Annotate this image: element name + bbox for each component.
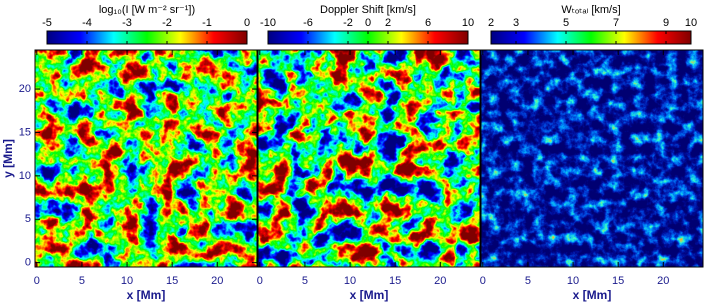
panel-frame xyxy=(34,49,258,268)
x-tick-label: 0 xyxy=(480,275,486,287)
x-tick-label: 10 xyxy=(121,275,133,287)
colorbar-tick-label: 0 xyxy=(365,17,371,29)
heatmap-image xyxy=(258,50,480,267)
x-axis-label: x [Mm] xyxy=(573,288,612,302)
colorbar-tick-label: 5 xyxy=(563,17,569,29)
colorbar-tick-label: -5 xyxy=(42,17,52,29)
x-tick-label: 20 xyxy=(657,275,669,287)
x-tick-label: 10 xyxy=(567,275,579,287)
x-tick-label: 15 xyxy=(166,275,178,287)
colorbar-tick-label: -2 xyxy=(162,17,172,29)
colorbar-tick-label: 3 xyxy=(513,17,519,29)
heatmap-image xyxy=(481,50,703,267)
colorbar-tick-label: -1 xyxy=(202,17,212,29)
colorbar-tick-label: 7 xyxy=(613,17,619,29)
colorbar-tick-label: -3 xyxy=(122,17,132,29)
colorbar xyxy=(490,30,692,45)
colorbar-label: Wₜₒₜₐₗ [km/s] xyxy=(561,4,620,16)
colorbar-tick-label: 9 xyxy=(663,17,669,29)
y-tick-label: 0 xyxy=(25,257,31,269)
y-tick-label: 20 xyxy=(19,83,31,95)
x-axis-label: x [Mm] xyxy=(350,288,389,302)
colorbar-tick-label: 10 xyxy=(462,17,474,29)
x-tick-label: 5 xyxy=(302,275,308,287)
colorbar-tick-label: -10 xyxy=(260,17,276,29)
x-tick-label: 10 xyxy=(344,275,356,287)
y-tick-label: 10 xyxy=(19,170,31,182)
colorbar-tick-label: -6 xyxy=(303,17,313,29)
y-tick-label: 15 xyxy=(19,126,31,138)
x-tick-label: 0 xyxy=(34,275,40,287)
colorbar xyxy=(46,30,248,45)
colorbar-tick-label: 0 xyxy=(244,17,250,29)
colorbar-label: Doppler Shift [km/s] xyxy=(320,4,416,16)
heatmap-image xyxy=(35,50,257,267)
y-axis-label: y [Mm] xyxy=(1,139,15,178)
x-tick-label: 20 xyxy=(434,275,446,287)
x-tick-label: 20 xyxy=(211,275,223,287)
x-axis-label: x [Mm] xyxy=(127,288,166,302)
colorbar-tick-label: -2 xyxy=(343,17,353,29)
colorbar-tick-label: 2 xyxy=(488,17,494,29)
x-tick-label: 15 xyxy=(612,275,624,287)
x-tick-label: 15 xyxy=(389,275,401,287)
panel-frame xyxy=(480,49,704,268)
colorbar-tick-label: 6 xyxy=(425,17,431,29)
colorbar-tick-label: 10 xyxy=(685,17,697,29)
x-tick-label: 5 xyxy=(525,275,531,287)
x-tick-label: 0 xyxy=(257,275,263,287)
colorbar-tick-label: -4 xyxy=(82,17,92,29)
colorbar-tick-label: 2 xyxy=(385,17,391,29)
panel-frame xyxy=(257,49,481,268)
y-tick-label: 5 xyxy=(25,213,31,225)
colorbar-label: log₁₀(I [W m⁻² sr⁻¹]) xyxy=(99,4,195,16)
x-tick-label: 5 xyxy=(79,275,85,287)
